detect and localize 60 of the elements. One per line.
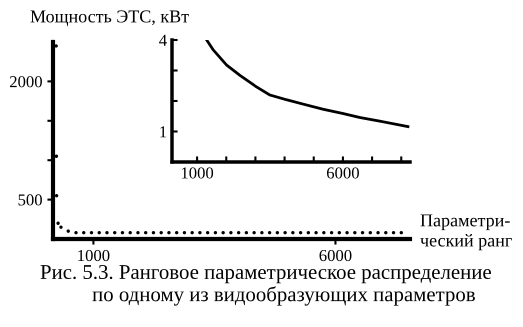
- point: [144, 230, 148, 234]
- point: [113, 230, 116, 234]
- point: [206, 230, 210, 234]
- point: [74, 230, 78, 234]
- point: [54, 194, 58, 198]
- point: [182, 230, 186, 234]
- x-tick-label: 1000: [182, 167, 214, 179]
- point: [291, 230, 295, 234]
- point: [236, 230, 240, 234]
- point: [59, 225, 63, 229]
- y-axis-title: Мощность ЭТС, кВт: [30, 10, 189, 26]
- point: [152, 230, 156, 234]
- x-tick-label: 1000: [78, 250, 110, 262]
- point: [353, 230, 357, 234]
- point: [56, 222, 60, 225]
- point: [66, 229, 70, 233]
- point: [167, 230, 171, 234]
- point: [174, 230, 178, 234]
- point: [322, 230, 326, 234]
- point: [298, 230, 302, 234]
- point: [90, 230, 94, 234]
- x-tick-label: 6000: [320, 250, 352, 262]
- point: [384, 230, 388, 234]
- point: [330, 230, 334, 234]
- point: [244, 230, 248, 234]
- point: [338, 230, 342, 234]
- point: [252, 230, 256, 234]
- text: Рис. 5.3. Ранговое параметрическое распределение по одному из видообразующих параметров: [40, 265, 491, 306]
- point: [82, 230, 86, 234]
- point: [221, 230, 225, 234]
- point: [54, 154, 58, 158]
- point: [136, 230, 140, 234]
- y-tick-label: 4: [159, 34, 167, 46]
- point: [159, 230, 163, 234]
- y-tick-label: 2000: [10, 76, 42, 88]
- x-tick-label: 6000: [326, 167, 359, 179]
- line-series: [205, 40, 410, 128]
- point: [392, 230, 396, 234]
- point: [376, 230, 380, 234]
- point: [214, 230, 218, 234]
- point: [283, 230, 287, 234]
- point: [105, 230, 109, 234]
- point: [190, 230, 194, 234]
- point: [306, 230, 310, 234]
- point: [198, 230, 202, 234]
- point: [345, 230, 349, 234]
- point: [229, 230, 233, 234]
- y-tick-label: 500: [18, 194, 42, 206]
- point: [98, 230, 101, 234]
- point: [128, 230, 132, 234]
- point: [260, 230, 264, 234]
- point: [368, 230, 372, 234]
- point: [276, 230, 280, 234]
- point: [268, 230, 272, 234]
- point: [120, 230, 124, 234]
- point: [360, 230, 364, 234]
- y-tick-label: 1: [160, 126, 166, 138]
- x-axis-title: Параметри- ческий ранг: [420, 214, 512, 250]
- point: [400, 230, 403, 234]
- point: [314, 230, 318, 234]
